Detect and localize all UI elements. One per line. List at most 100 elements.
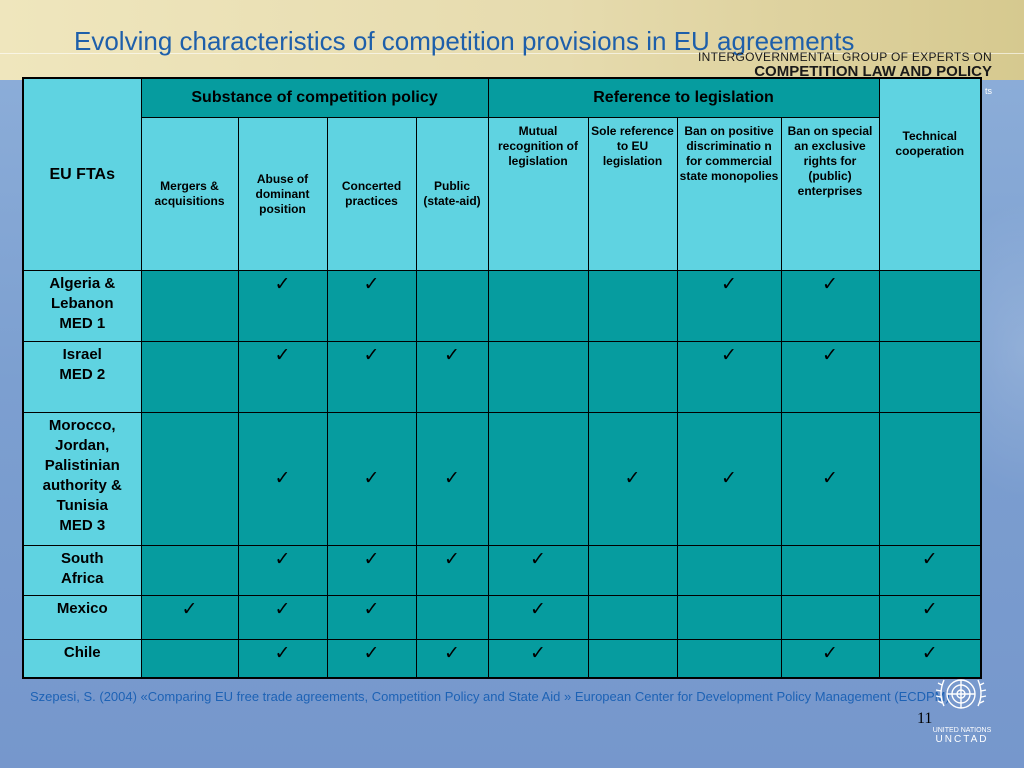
checkmark-icon: ✓ [822,468,838,489]
checkmark-icon: ✓ [363,549,380,570]
table-cell: ✓ [415,639,489,678]
checkmark-icon: ✓ [921,549,938,570]
table-cell [878,341,982,413]
row-label: Morocco, Jordan, Palistinian authority & Tun… [22,412,142,546]
row-label-line: Tunisia [56,497,108,514]
checkmark-icon: ✓ [274,468,291,489]
header-technical-cooperation: Technical cooperation [878,77,982,271]
checkmark-icon: ✓ [363,468,380,489]
table-cell: ✓ [326,412,417,546]
checkmark-icon: ✓ [530,599,546,620]
table-cell [140,545,239,596]
table-cell [487,341,589,413]
table-cell [676,545,782,596]
table-row: Chile ✓ ✓ ✓ ✓ ✓ ✓ [22,639,982,678]
checkmark-icon: ✓ [363,643,380,664]
competition-provisions-table: EU FTAs Substance of competition policy … [22,77,982,679]
table-cell: ✓ [587,412,678,546]
table-row: Israel MED 2 ✓ ✓ ✓ ✓ ✓ [22,341,982,413]
checkmark-icon: ✓ [721,345,737,366]
brand-line-3: ts [984,86,992,96]
table-cell [140,270,239,342]
table-cell: ✓ [780,639,880,678]
table-cell [140,341,239,413]
table-cell [415,595,489,640]
slide-title: Evolving characteristics of competition … [74,26,855,56]
table-cell: ✓ [237,341,328,413]
table-cell: ✓ [878,545,982,596]
table-cell [780,595,880,640]
checkmark-icon: ✓ [274,643,291,664]
table-cell [780,545,880,596]
checkmark-icon: ✓ [530,643,546,664]
un-logo-line-2: UNCTAD [935,734,989,745]
row-label-line: MED 1 [59,315,106,332]
checkmark-icon: ✓ [444,549,460,570]
table-cell [878,412,982,546]
checkmark-icon: ✓ [444,643,460,664]
header-mutual-recognition: Mutual recognition of legislation [487,117,589,271]
row-label-line: Jordan, [55,437,110,454]
header-substance-group: Substance of competition policy [140,77,489,118]
row-label: Chile [22,639,142,678]
header-band [0,0,1024,80]
table-cell: ✓ [237,412,328,546]
row-label-line: Palistinian [44,457,120,474]
table-cell: ✓ [878,595,982,640]
row-label-line: South [61,550,104,567]
table-cell [140,639,239,678]
row-label-line: authority & [42,477,122,494]
checkmark-icon: ✓ [624,468,641,489]
header-sole-reference: Sole reference to EU legislation [587,117,678,271]
checkmark-icon: ✓ [530,549,546,570]
table-cell [487,270,589,342]
checkmark-icon: ✓ [721,468,737,489]
table-cell: ✓ [326,595,417,640]
checkmark-icon: ✓ [274,345,291,366]
table-cell [587,341,678,413]
checkmark-icon: ✓ [444,468,460,489]
table-cell: ✓ [780,270,880,342]
header-ban-special-rights: Ban on special an exclusive rights for (… [780,117,880,271]
row-label-line: Mexico [56,600,108,617]
table-cell: ✓ [415,545,489,596]
table-cell [878,270,982,342]
row-label-line: Algeria & [49,275,116,292]
table-cell: ✓ [415,341,489,413]
brand-line-2: COMPETITION LAW AND POLICY [754,63,992,80]
row-label-line: Lebanon [51,295,114,312]
checkmark-icon: ✓ [274,549,291,570]
checkmark-icon: ✓ [721,274,737,295]
table-cell: ✓ [237,639,328,678]
brand-line-1: INTERGOVERNMENTAL GROUP OF EXPERTS ON [697,50,992,64]
page-number: 11 [917,710,933,727]
table-cell: ✓ [326,341,417,413]
table-cell: ✓ [676,412,782,546]
table-row: South Africa ✓ ✓ ✓ ✓ ✓ [22,545,982,596]
checkmark-icon: ✓ [274,599,291,620]
row-label-line: Africa [60,570,104,587]
table-cell: ✓ [326,270,417,342]
table-cell: ✓ [140,595,239,640]
table-cell [676,639,782,678]
row-label-line: MED 2 [59,366,106,383]
un-logo-text: UNITED NATIONS UNCTAD [930,726,994,745]
table-cell: ✓ [487,639,589,678]
table-cell: ✓ [326,545,417,596]
checkmark-icon: ✓ [363,599,380,620]
row-label-line: MED 3 [59,517,106,534]
table-cell: ✓ [326,639,417,678]
table-cell: ✓ [415,412,489,546]
table-cell [676,595,782,640]
footer-citation: Szepesi, S. (2004) «Comparing EU free tr… [30,689,950,704]
table-cell: ✓ [237,270,328,342]
header-public-aid: Public (state-aid) [415,117,489,271]
checkmark-icon: ✓ [181,599,198,620]
brand-block: INTERGOVERNMENTAL GROUP OF EXPERTS ON CO… [698,51,992,96]
table-cell: ✓ [487,595,589,640]
row-label-line: Morocco, [48,417,116,434]
checkmark-icon: ✓ [822,345,838,366]
header-eu-ftas: EU FTAs [22,77,142,271]
row-label: Mexico [22,595,142,640]
table-cell: ✓ [237,595,328,640]
